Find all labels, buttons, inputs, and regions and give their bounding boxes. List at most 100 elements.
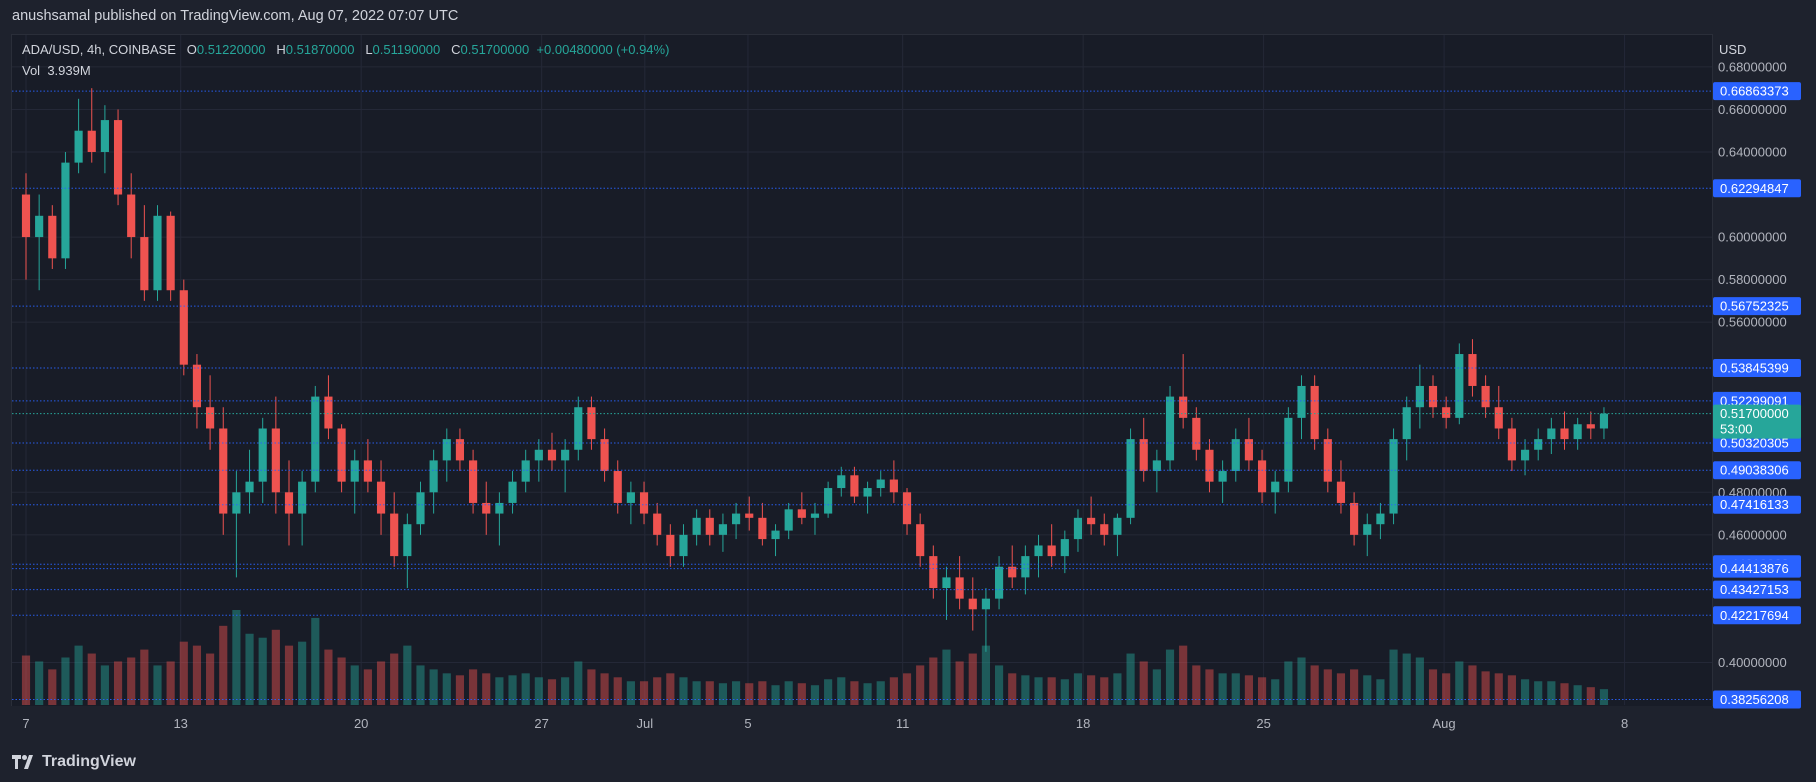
- candle-body: [48, 215, 57, 259]
- volume-bar: [1363, 675, 1372, 705]
- candle-body: [955, 577, 964, 599]
- price-tick-label: 0.56000000: [1718, 315, 1787, 330]
- legend-open: 0.51220000: [196, 42, 266, 57]
- volume-bar: [968, 653, 977, 705]
- volume-bar: [442, 673, 451, 705]
- candle-body: [1165, 396, 1175, 461]
- level-label-box: [1713, 495, 1801, 514]
- candle-body: [1336, 481, 1346, 503]
- candle-body: [1271, 481, 1280, 493]
- candle-body: [784, 509, 793, 531]
- volume-bar: [350, 665, 359, 705]
- current-price-box: [1713, 404, 1801, 439]
- volume-bar: [87, 653, 96, 705]
- candle-body: [745, 513, 754, 518]
- level-label: 0.47416133: [1720, 497, 1789, 512]
- level-label-box: [1713, 297, 1801, 316]
- volume-bar: [1073, 673, 1083, 705]
- candle-body: [1139, 439, 1148, 472]
- candle-body: [718, 524, 728, 535]
- candle-body: [692, 517, 701, 535]
- candle-body: [153, 215, 162, 291]
- volume-bar: [574, 661, 583, 705]
- volume-bar: [613, 677, 622, 705]
- candle-body: [1547, 428, 1556, 440]
- volume-bar: [311, 617, 320, 705]
- time-tick-label: 8: [1621, 716, 1628, 731]
- volume-bar: [1428, 669, 1438, 705]
- volume-bar: [35, 661, 44, 705]
- level-label: 0.42217694: [1720, 608, 1789, 623]
- volume-bar: [1257, 677, 1267, 705]
- candle-body: [771, 530, 780, 540]
- level-label: 0.62294847: [1720, 181, 1789, 196]
- level-label-box: [1713, 179, 1801, 198]
- volume-bar: [916, 665, 925, 705]
- volume-bar: [837, 677, 846, 705]
- volume-bar: [1179, 645, 1188, 705]
- volume-bar: [284, 645, 294, 705]
- volume-bar: [561, 677, 570, 705]
- candle-body: [521, 460, 530, 482]
- candle-body: [284, 492, 294, 514]
- candle-body: [534, 449, 543, 461]
- candle-body: [1599, 413, 1609, 429]
- volume-legend: Vol 3.939M: [22, 63, 91, 78]
- ohlc-legend: ADA/USD, 4h, COINBASE O0.51220000 H0.518…: [22, 42, 669, 57]
- current-price-label: 0.51700000: [1720, 406, 1789, 421]
- candle-body: [1376, 513, 1385, 525]
- candle-body: [1468, 354, 1477, 386]
- volume-bar: [902, 673, 912, 705]
- candle-body: [1073, 517, 1083, 540]
- volume-bar: [1060, 679, 1069, 705]
- volume-bar: [1389, 649, 1398, 705]
- candle-body: [61, 162, 70, 259]
- volume-bar: [455, 675, 465, 705]
- volume-bar: [363, 669, 372, 705]
- candle-body: [219, 428, 228, 514]
- volume-bar: [376, 661, 386, 705]
- time-tick-label: 25: [1256, 716, 1270, 731]
- candle-body: [1060, 539, 1069, 557]
- volume-bar: [692, 681, 701, 705]
- level-label: 0.50320305: [1720, 435, 1789, 450]
- candle-body: [1350, 502, 1359, 535]
- volume-bar: [534, 677, 543, 705]
- candle-body: [482, 502, 491, 514]
- candle-body: [232, 492, 241, 514]
- footer-brand[interactable]: TradingView: [12, 750, 136, 774]
- candle-body: [1428, 385, 1438, 408]
- volume-bar: [219, 625, 228, 705]
- volume-bar: [429, 669, 438, 705]
- volume-bar: [797, 683, 806, 705]
- candle-body: [1507, 428, 1516, 461]
- candle-body: [1218, 471, 1227, 482]
- candle-body: [850, 475, 859, 497]
- volume-bar: [600, 673, 609, 705]
- price-tick-label: 0.40000000: [1718, 655, 1787, 670]
- volume-bar: [337, 657, 346, 705]
- candle-body: [74, 130, 83, 163]
- candle-body: [863, 488, 872, 497]
- volume-bar: [521, 673, 530, 705]
- volume-bar: [981, 645, 990, 705]
- volume-bar: [745, 683, 754, 705]
- volume-bar: [1507, 675, 1516, 705]
- volume-bar: [587, 669, 596, 705]
- legend-high-label: H: [276, 42, 286, 57]
- candle-body: [1179, 396, 1188, 418]
- level-label: 0.49038306: [1720, 463, 1789, 478]
- candle-body: [35, 215, 44, 238]
- volume-bar: [1534, 681, 1543, 705]
- price-tick-label: 0.46000000: [1718, 527, 1787, 542]
- candle-body: [113, 120, 123, 195]
- candle-body: [968, 598, 977, 610]
- volume-bar: [718, 683, 728, 705]
- volume-bar: [705, 681, 714, 705]
- volume-bar: [863, 683, 872, 705]
- candle-body: [666, 534, 675, 557]
- volume-bar: [1152, 669, 1161, 705]
- candle-body: [902, 492, 912, 525]
- legend-change: +0.00480000 (+0.94%): [536, 42, 670, 57]
- time-axis[interactable]: [11, 706, 1713, 740]
